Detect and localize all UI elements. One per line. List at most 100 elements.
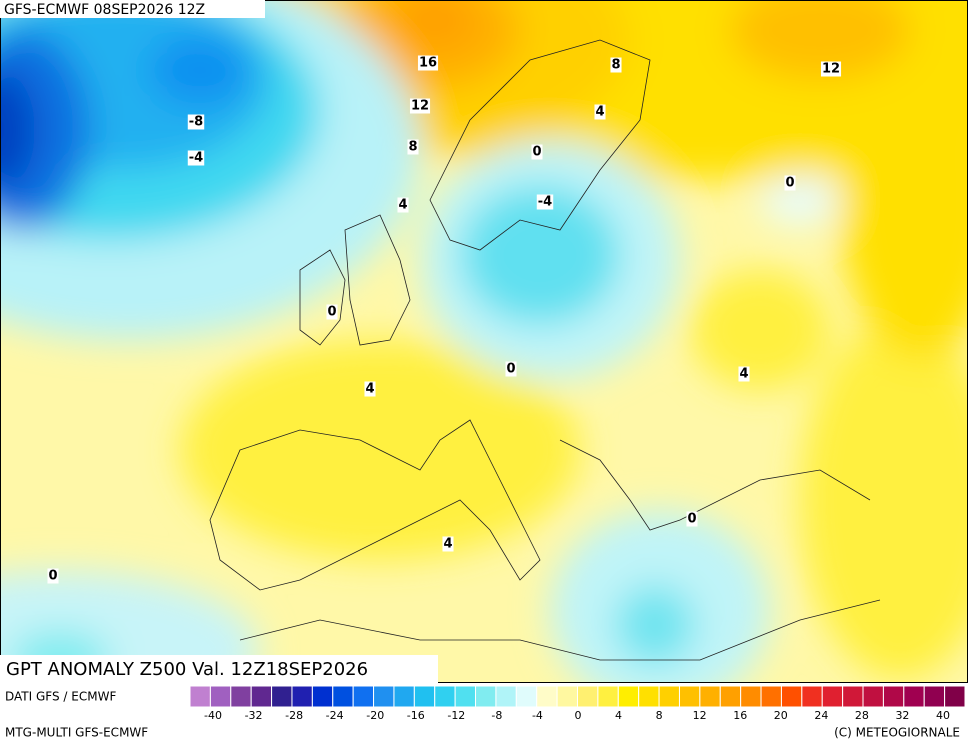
contour-label: 0: [687, 512, 696, 527]
contour-label-bg: [417, 55, 439, 71]
contour-label-bg: [594, 104, 606, 120]
legend-swatch: [291, 685, 313, 708]
legend-swatch: [862, 685, 884, 708]
legend-label: -40: [204, 709, 222, 722]
contour-label-bg: [364, 381, 376, 397]
legend-label: 8: [656, 709, 663, 722]
contour-label: 12: [411, 99, 429, 114]
legend-swatch: [230, 685, 252, 708]
contour-label-bg: [610, 57, 622, 73]
legend-swatch: [393, 685, 415, 708]
legend-swatch: [209, 685, 232, 708]
contour-label-bg: [505, 361, 517, 377]
contour-label: -8: [189, 115, 203, 130]
legend-swatch: [760, 685, 782, 708]
contour-label: 4: [443, 537, 452, 552]
contour-label-bg: [187, 114, 205, 130]
contour-label: 16: [419, 56, 437, 71]
legend-swatch: [536, 685, 558, 708]
legend-swatch: [332, 685, 354, 708]
contour-label: -4: [189, 151, 203, 166]
legend-label: -20: [366, 709, 384, 722]
contour-label: 4: [595, 105, 604, 120]
legend-swatch: [311, 685, 334, 708]
title-box: [0, 655, 438, 683]
contour-label-bg: [820, 61, 842, 77]
legend-label: -24: [326, 709, 344, 722]
contour-label-bg: [738, 366, 750, 382]
contour-label: 8: [611, 58, 620, 73]
legend-swatch: [475, 685, 497, 708]
contour-label-bg: [784, 175, 796, 191]
legend-swatch: [678, 685, 701, 708]
contour-label: 0: [506, 362, 515, 377]
legend-label: 20: [774, 709, 788, 722]
legend-swatch: [556, 685, 579, 708]
map-title: GPT ANOMALY Z500 Val. 12Z18SEP2026: [6, 659, 368, 680]
copyright: (C) METEOGIORNALE: [834, 726, 960, 740]
contour-label: 8: [408, 140, 417, 155]
legend-label: 12: [693, 709, 707, 722]
legend-swatch: [740, 685, 762, 708]
legend-label: 0: [575, 709, 582, 722]
header-box: [0, 0, 265, 18]
legend-swatch: [638, 685, 660, 708]
contour-label-bg: [536, 194, 554, 210]
legend-swatch: [780, 685, 803, 708]
contour-label: 0: [327, 305, 336, 320]
legend-swatch: [577, 685, 599, 708]
contour-label-bg: [47, 568, 59, 584]
legend-swatch: [495, 685, 517, 708]
contour-label: 0: [48, 569, 57, 584]
coastlines: [209, 39, 881, 661]
legend-swatch: [454, 685, 477, 708]
legend-swatch: [658, 685, 680, 708]
legend-swatch: [821, 685, 844, 708]
contour-label: 0: [532, 145, 541, 160]
contour-label: 4: [365, 382, 374, 397]
legend-swatch: [617, 685, 640, 708]
contour-label-bg: [397, 197, 409, 213]
legend-label: 32: [895, 709, 909, 722]
contour-label-bg: [442, 536, 454, 552]
legend-swatch: [719, 685, 742, 708]
legend-swatch: [597, 685, 619, 708]
legend-label: -28: [285, 709, 303, 722]
legend-label: -16: [407, 709, 425, 722]
legend-label: 28: [855, 709, 869, 722]
legend-swatch: [882, 685, 905, 708]
legend-swatch: [515, 685, 538, 708]
legend-swatch: [801, 685, 823, 708]
legend-swatch: [373, 685, 395, 708]
contour-label: 12: [822, 62, 840, 77]
contour-label-bg: [407, 139, 419, 155]
legend-label: 16: [733, 709, 747, 722]
legend-label: 40: [936, 709, 950, 722]
contour-label: 4: [398, 198, 407, 213]
legend-swatch: [923, 685, 946, 708]
model-name: MTG-MULTI GFS-ECMWF: [5, 726, 148, 740]
contour-label-bg: [686, 511, 698, 527]
contour-label: -4: [538, 195, 552, 210]
legend-label: -32: [245, 709, 263, 722]
contour-label-bg: [531, 144, 543, 160]
contour-label: 4: [739, 367, 748, 382]
legend-swatch: [250, 685, 273, 708]
legend-swatch: [842, 685, 864, 708]
legend-swatch: [944, 685, 966, 708]
anomaly-field: [0, 0, 968, 683]
legend-swatch: [699, 685, 721, 708]
legend-label: -12: [447, 709, 465, 722]
legend-swatch: [271, 685, 293, 708]
legend-swatch: [189, 685, 211, 708]
contour-label: 0: [785, 176, 794, 191]
legend-label: 4: [615, 709, 622, 722]
data-source: DATI GFS / ECMWF: [5, 690, 116, 704]
contour-label-bg: [409, 98, 431, 114]
legend-label: -4: [532, 709, 543, 722]
legend-label: 24: [814, 709, 828, 722]
legend-swatch: [434, 685, 456, 708]
legend-swatch: [352, 685, 375, 708]
header-title: GFS-ECMWF 08SEP2026 12Z: [4, 2, 205, 18]
